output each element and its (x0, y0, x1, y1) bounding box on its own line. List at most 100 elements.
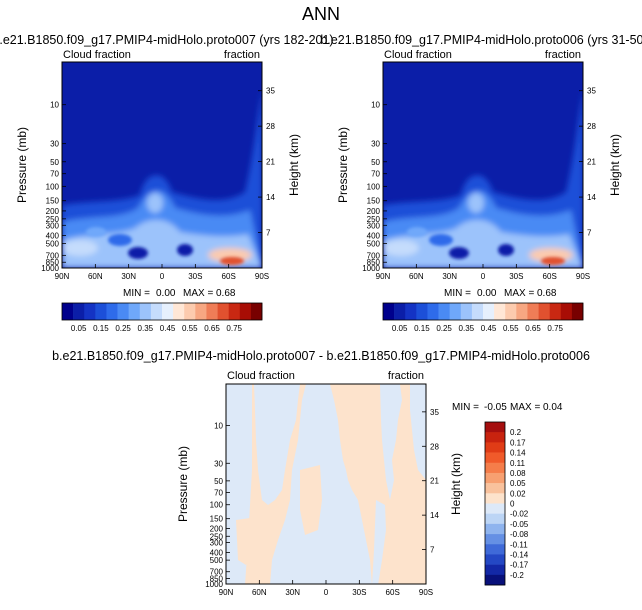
x-tick-label: 30S (352, 588, 366, 597)
right-label: fraction (224, 49, 260, 61)
y-tick-label: 1000 (362, 264, 380, 273)
y-tick-label: 700 (46, 251, 60, 260)
colorbar-swatch (162, 303, 174, 320)
colorbar-swatch (128, 303, 141, 320)
colorbar: 0.05 0.15 0.25 0.35 0.45 0.55 0.65 0.75 (382, 302, 584, 333)
y2-axis-label: Height (km) (287, 134, 301, 196)
y-tick-label: 250 (210, 532, 224, 541)
x-tick-label: 60S (386, 588, 400, 597)
y-tick-label: 70 (371, 170, 380, 179)
colorbar-swatch (485, 432, 505, 443)
colorbar-swatch (485, 554, 505, 565)
colorbar-swatch (150, 303, 163, 320)
x-tick-label: 60S (543, 272, 557, 281)
y2-axis-ticks: 7 14 21 28 35 (579, 87, 596, 238)
x-tick-label: 90N (376, 272, 391, 281)
contour-field (226, 384, 426, 584)
colorbar-swatch (485, 442, 505, 453)
y-tick-label: 200 (46, 207, 60, 216)
colorbar-label: 0 (510, 500, 515, 509)
min-value: 0.00 (156, 288, 176, 299)
figure-title: ANN (302, 4, 340, 24)
colorbar-label: 0.2 (510, 428, 522, 437)
colorbar-label: 0.11 (510, 459, 526, 468)
colorbar-swatch (73, 303, 85, 320)
colorbar-swatch (485, 462, 505, 474)
colorbar-label: -0.17 (510, 561, 529, 570)
panel-proto007: b.e21.B1850.f09_g17.PMIP4-midHolo.proto0… (0, 33, 334, 333)
y-tick-label: 500 (210, 556, 224, 565)
y2-tick-label: 28 (587, 122, 596, 131)
y-tick-label: 10 (50, 101, 59, 110)
colorbar-swatch (228, 303, 241, 320)
y-tick-label: 1000 (41, 264, 59, 273)
colorbar-swatch (485, 503, 505, 514)
x-tick-label: 60N (88, 272, 103, 281)
left-label: Cloud fraction (227, 370, 295, 382)
x-axis-ticks: 90N 60N 30N 0 30S 60S 90S (376, 264, 590, 281)
colorbar-swatch (383, 303, 395, 320)
colorbar-swatch (485, 483, 505, 494)
colorbar-swatch (173, 303, 185, 320)
left-label: Cloud fraction (63, 49, 131, 61)
colorbar-swatch (239, 303, 252, 320)
colorbar-swatch (485, 564, 505, 576)
colorbar-label: -0.08 (510, 530, 529, 539)
diff-title: b.e21.B1850.f09_g17.PMIP4-midHolo.proto0… (52, 349, 590, 363)
colorbar-label: -0.2 (510, 571, 524, 580)
x-tick-label: 30N (442, 272, 457, 281)
colorbar-swatch (485, 534, 505, 545)
y2-tick-label: 7 (430, 546, 435, 555)
x-tick-label: 60S (222, 272, 236, 281)
y-tick-label: 300 (46, 221, 60, 230)
contour-field (62, 62, 262, 268)
colorbar-swatch (117, 303, 129, 320)
colorbar-label: 0.45 (160, 324, 176, 333)
colorbar-label: 0.05 (392, 324, 408, 333)
colorbar-label: 0.15 (93, 324, 109, 333)
y2-axis-label: Height (km) (449, 453, 463, 515)
y-tick-label: 850 (46, 258, 60, 267)
x-tick-label: 0 (481, 272, 486, 281)
colorbar: 0.20.170.140.110.080.050.020-0.02-0.05-0… (484, 421, 529, 586)
y2-axis-label: Height (km) (608, 134, 622, 196)
colorbar-swatch (460, 303, 473, 320)
y-axis-label: Pressure (mb) (176, 446, 190, 522)
colorbar-swatch (505, 303, 517, 320)
colorbar-label: 0.08 (510, 469, 526, 478)
y-tick-label: 10 (214, 421, 223, 430)
contour-field (383, 62, 583, 268)
x-tick-label: 0 (324, 588, 329, 597)
x-tick-label: 60N (409, 272, 424, 281)
y2-tick-label: 35 (587, 87, 596, 96)
colorbar-swatch (427, 303, 439, 320)
max-label: MAX = (510, 402, 540, 413)
y-axis-label: Pressure (mb) (15, 127, 29, 203)
colorbar-swatch (416, 303, 428, 320)
y-tick-label: 50 (50, 158, 59, 167)
right-label: fraction (388, 370, 424, 382)
y-tick-label: 70 (214, 488, 223, 497)
colorbar-swatch (485, 493, 505, 504)
y-tick-label: 100 (367, 182, 381, 191)
y-tick-label: 850 (367, 258, 381, 267)
x-tick-label: 90S (255, 272, 269, 281)
colorbar-swatch (139, 303, 152, 320)
left-label: Cloud fraction (384, 49, 452, 61)
colorbar-label: 0.35 (459, 324, 475, 333)
panel-proto006: b.e21.B1850.f09_g17.PMIP4-midHolo.proto0… (320, 33, 642, 333)
y-tick-label: 30 (371, 140, 380, 149)
y2-tick-label: 28 (266, 122, 275, 131)
colorbar-label: 0.05 (71, 324, 87, 333)
colorbar-label: 0.25 (436, 324, 452, 333)
y-tick-label: 10 (371, 101, 380, 110)
y2-tick-label: 21 (587, 158, 596, 167)
y-tick-label: 400 (210, 548, 224, 557)
colorbar-swatch (184, 303, 196, 320)
colorbar-swatch (571, 303, 584, 320)
colorbar-label: 0.14 (510, 449, 526, 458)
y2-tick-label: 28 (430, 442, 439, 451)
y2-tick-label: 14 (266, 193, 275, 202)
